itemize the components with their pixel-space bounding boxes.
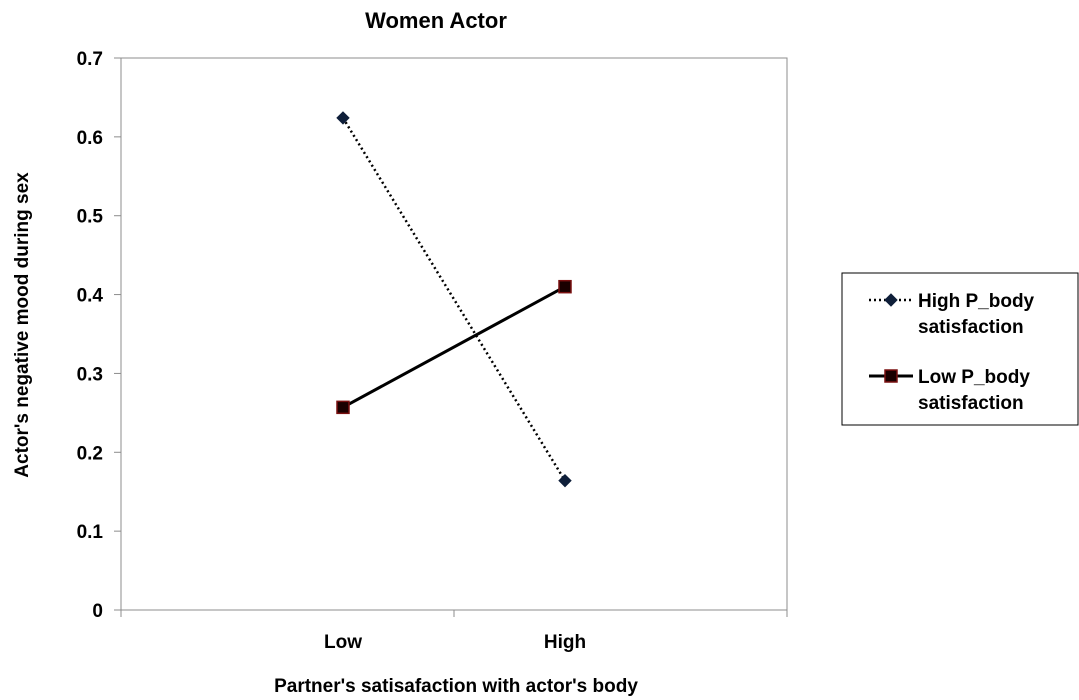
x-axis-label: Partner's satisafaction with actor's bod… (274, 676, 638, 697)
y-axis-label: Actor's negative mood during sex (12, 172, 33, 478)
plot-area (120, 57, 788, 611)
legend-box (841, 272, 1079, 426)
y-tick-label: 0.5 (77, 207, 104, 228)
y-tick-label: 0.6 (77, 128, 103, 149)
series-line-0 (341, 117, 567, 482)
y-tick-label: 0.1 (77, 522, 104, 543)
legend-label: Low P_body (918, 367, 1030, 388)
series-layer (336, 111, 572, 488)
y-tick-label: 0.4 (77, 286, 104, 307)
legend-marker (884, 293, 898, 307)
y-tick-label: 0.2 (77, 443, 103, 464)
data-point-marker (558, 279, 572, 294)
y-tick-label: 0 (92, 601, 103, 622)
y-tick-label: 0.3 (77, 364, 103, 385)
series-line-1 (342, 285, 566, 409)
x-tick-label: High (544, 632, 586, 653)
x-tick-label: Low (324, 632, 362, 653)
legend-label: satisfaction (918, 393, 1024, 414)
legend-label: satisfaction (918, 317, 1024, 338)
axes: 0 0.1 0.2 0.3 0.4 0.5 0.6 0.7 Low High (77, 49, 788, 653)
chart-title: Women Actor (365, 8, 507, 33)
data-point-marker (336, 400, 350, 415)
data-point-marker (336, 111, 350, 125)
legend-label: High P_body (918, 291, 1035, 312)
y-tick-label: 0.7 (77, 49, 103, 70)
legend-marker (884, 369, 898, 383)
data-point-marker (558, 473, 572, 488)
